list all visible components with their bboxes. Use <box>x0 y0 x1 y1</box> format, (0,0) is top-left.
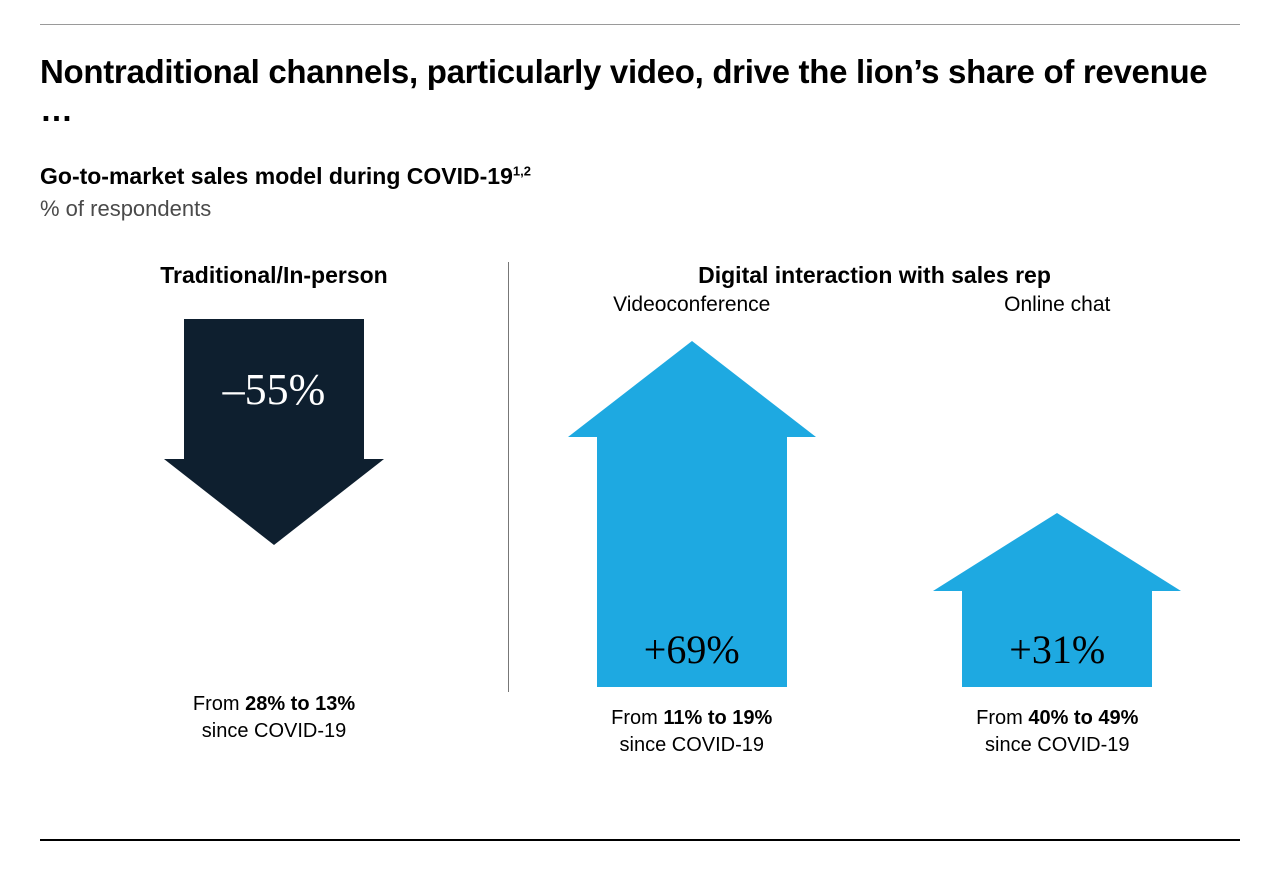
right-arrow-zone: +69% +31% <box>509 327 1240 687</box>
right-captions: From 11% to 19% since COVID-19 From 40% … <box>509 687 1240 759</box>
up-arrow-icon-0: +69% <box>568 341 816 687</box>
top-rule <box>40 24 1240 25</box>
right-caption-1-suffix: since COVID-19 <box>985 734 1130 756</box>
down-arrow-icon: –55% <box>164 319 384 673</box>
down-arrow-shaft: –55% <box>184 319 364 459</box>
up-arrow-shaft-0: +69% <box>597 437 787 687</box>
right-caption-0-bold: 11% to 19% <box>663 707 772 729</box>
right-column: Digital interaction with sales rep Video… <box>509 262 1240 759</box>
right-heading: Digital interaction with sales rep <box>509 262 1240 289</box>
right-arrow-cell-1: +31% <box>875 327 1241 687</box>
bottom-rule <box>40 839 1240 841</box>
subtitle-text: Go-to-market sales model during COVID-19 <box>40 163 513 189</box>
right-caption-1-bold: 40% to 49% <box>1028 707 1138 729</box>
left-caption-bold: 28% to 13% <box>245 693 355 715</box>
up-arrow-head-1 <box>933 513 1181 591</box>
right-subheadings: Videoconference Online chat <box>509 293 1240 317</box>
left-caption-prefix: From <box>193 693 245 715</box>
right-caption-0-prefix: From <box>611 707 663 729</box>
right-subheading-1: Online chat <box>875 293 1241 317</box>
subtitle-superscript: 1,2 <box>513 163 531 178</box>
right-caption-1-prefix: From <box>976 707 1028 729</box>
right-caption-0-suffix: since COVID-19 <box>620 734 765 756</box>
chart-subtitle-secondary: % of respondents <box>40 196 1240 222</box>
infographic-frame: Nontraditional channels, particularly vi… <box>0 24 1280 869</box>
up-arrow-icon-1: +31% <box>933 513 1181 687</box>
right-caption-0: From 11% to 19% since COVID-19 <box>509 705 875 759</box>
left-arrow-zone: –55% <box>164 313 384 673</box>
left-caption-suffix: since COVID-19 <box>202 720 347 742</box>
chart-area: Traditional/In-person –55% From 28% to 1… <box>40 262 1240 759</box>
down-arrow-head <box>164 459 384 545</box>
up-arrow-head-0 <box>568 341 816 437</box>
page-title: Nontraditional channels, particularly vi… <box>40 53 1240 129</box>
left-heading: Traditional/In-person <box>160 262 387 289</box>
up-arrow-shaft-1: +31% <box>962 591 1152 687</box>
right-arrow-cell-0: +69% <box>509 327 875 687</box>
right-subheading-0: Videoconference <box>509 293 875 317</box>
chart-subtitle: Go-to-market sales model during COVID-19… <box>40 163 1240 190</box>
right-value-1: +31% <box>1009 626 1105 673</box>
left-column: Traditional/In-person –55% From 28% to 1… <box>40 262 508 759</box>
left-caption: From 28% to 13% since COVID-19 <box>193 691 355 745</box>
right-value-0: +69% <box>644 626 740 673</box>
right-caption-1: From 40% to 49% since COVID-19 <box>875 705 1241 759</box>
left-value: –55% <box>223 364 326 415</box>
